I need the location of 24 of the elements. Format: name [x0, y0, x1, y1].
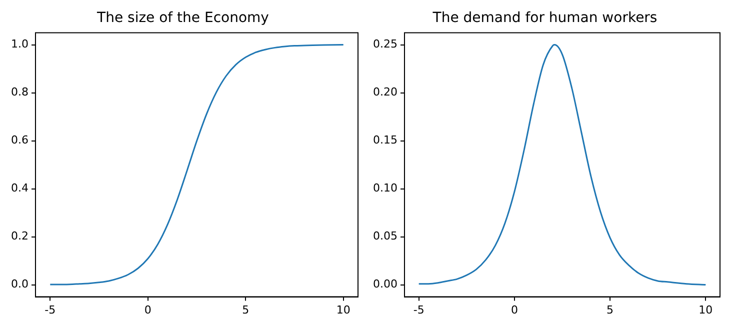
x-tick-label: 10 — [336, 303, 350, 316]
chart-title: The demand for human workers — [432, 10, 658, 26]
y-tick-label: 0.8 — [10, 86, 28, 99]
x-tick-label: 0 — [510, 303, 518, 316]
line-series — [418, 44, 706, 286]
x-tick-label: 5 — [606, 303, 614, 316]
y-tick-label: 0.20 — [372, 86, 398, 99]
x-tick-label: -5 — [44, 303, 56, 316]
chart-title: The size of the Economy — [96, 10, 269, 26]
y-tick-label: 0.4 — [10, 182, 28, 195]
x-tick-label: 5 — [242, 303, 250, 316]
y-tick-label: 0.15 — [372, 134, 398, 147]
y-tick-label: 0.25 — [372, 38, 398, 51]
y-tick-label: 0.0 — [10, 278, 28, 291]
x-tick-label: 10 — [698, 303, 713, 316]
y-tick-label: 0.10 — [372, 182, 398, 195]
y-tick-label: 1.0 — [10, 38, 28, 51]
x-tick-label: -5 — [413, 303, 424, 316]
line-series — [49, 44, 344, 286]
y-tick-label: 0.05 — [372, 230, 398, 243]
y-tick-label: 0.6 — [10, 134, 28, 147]
y-tick-label: 0.2 — [10, 230, 28, 243]
y-tick-label: 0.00 — [372, 278, 398, 291]
x-tick-label: 0 — [144, 303, 152, 316]
